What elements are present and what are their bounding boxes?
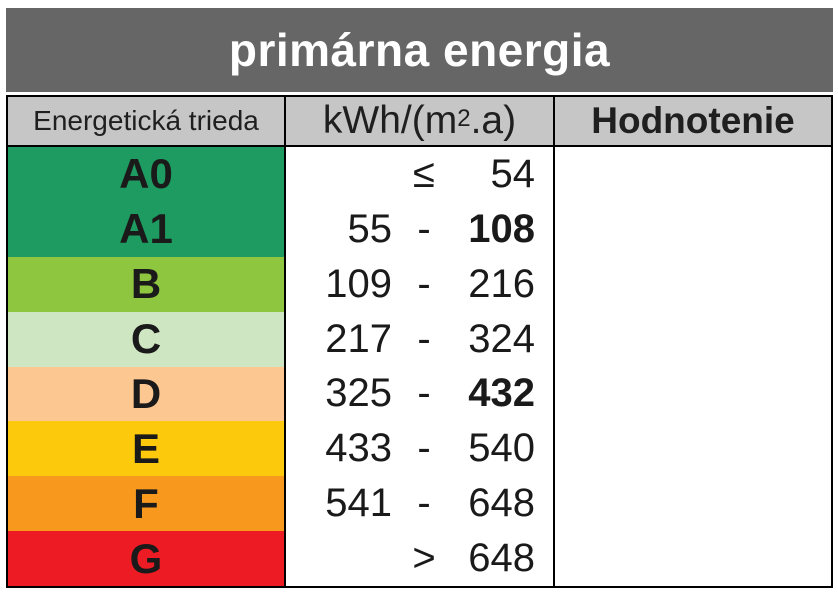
class-cell-a0: A0 <box>8 147 284 202</box>
header-unit-column: kWh/(m 2 .a) <box>284 97 555 147</box>
range-separator: - <box>417 261 431 306</box>
energy-class-table: primárna energia Energetická trieda kWh/… <box>6 8 833 588</box>
class-cell-b: B <box>8 256 284 312</box>
range-separator: - <box>417 316 431 361</box>
range-to: 432 <box>468 371 535 416</box>
header-rating-column: Hodnotenie <box>555 97 831 147</box>
range-cell-c: 217 - 324 <box>284 311 555 367</box>
range-separator: ≤ <box>413 151 435 196</box>
range-to: 108 <box>468 206 535 251</box>
class-cell-e: E <box>8 421 284 477</box>
table-grid: Energetická trieda kWh/(m 2 .a) Hodnotenie… <box>6 95 833 588</box>
range-from: 325 <box>325 371 392 416</box>
range-cell-b: 109 - 216 <box>284 256 555 312</box>
range-from: 109 <box>325 261 392 306</box>
class-cell-a1: A1 <box>8 201 284 257</box>
range-separator: - <box>417 481 431 526</box>
range-cell-g: > 648 <box>284 531 555 586</box>
range-to: 648 <box>468 536 535 581</box>
range-from: 433 <box>325 426 392 471</box>
range-to: 54 <box>490 151 536 196</box>
range-cell-a1: 55 - 108 <box>284 201 555 257</box>
range-to: 648 <box>468 481 535 526</box>
range-from: 541 <box>325 481 392 526</box>
class-cell-d: D <box>8 366 284 422</box>
unit-suffix: .a) <box>470 99 517 142</box>
range-separator: - <box>417 426 431 471</box>
header-energy-class-column: Energetická trieda <box>8 97 284 147</box>
range-to: 324 <box>468 316 535 361</box>
range-to: 540 <box>468 426 535 471</box>
class-cell-g: G <box>8 531 284 586</box>
class-cell-f: F <box>8 476 284 532</box>
range-cell-d: 325 - 432 <box>284 366 555 422</box>
range-separator: > <box>412 536 436 581</box>
table-title: primárna energia <box>6 8 833 92</box>
range-cell-a0: ≤ 54 <box>284 147 555 202</box>
unit-prefix: kWh/(m <box>322 99 458 142</box>
range-cell-f: 541 - 648 <box>284 476 555 532</box>
range-from: 217 <box>325 316 392 361</box>
range-to: 216 <box>468 261 535 306</box>
range-cell-e: 433 - 540 <box>284 421 555 477</box>
range-separator: - <box>417 371 431 416</box>
rating-empty-cell <box>555 147 831 586</box>
range-from: 55 <box>347 206 393 251</box>
class-cell-c: C <box>8 311 284 367</box>
range-separator: - <box>417 206 431 251</box>
